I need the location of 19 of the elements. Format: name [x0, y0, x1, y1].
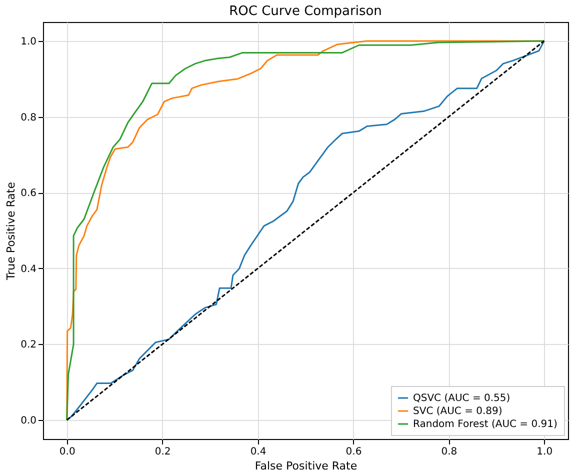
x-tick-label: 1.0	[536, 446, 553, 458]
y-tick-label: 0.2	[20, 340, 36, 351]
legend-label: SVC (AUC = 0.89)	[413, 406, 502, 417]
y-tick-label: 0.8	[20, 112, 36, 124]
y-axis-title: True Positive Rate	[4, 182, 18, 281]
y-tick-label: 0.0	[20, 416, 36, 427]
chart-title: ROC Curve Comparison	[229, 4, 382, 19]
x-tick-label: 0.2	[154, 446, 171, 458]
x-tick-label: 0.6	[346, 446, 362, 458]
y-tick-label: 1.0	[20, 36, 36, 48]
x-axis-title: False Positive Rate	[254, 460, 358, 472]
x-tick-label: 0.0	[59, 446, 76, 458]
legend-label: QSVC (AUC = 0.55)	[413, 393, 510, 404]
line-series	[66, 40, 545, 421]
x-tick-label: 0.8	[441, 446, 458, 458]
x-tick-label: 0.4	[250, 446, 266, 458]
y-tick-label: 0.4	[20, 264, 36, 275]
legend-label: Random Forest (AUC = 0.91)	[413, 419, 558, 430]
y-tick-label: 0.6	[20, 188, 36, 200]
